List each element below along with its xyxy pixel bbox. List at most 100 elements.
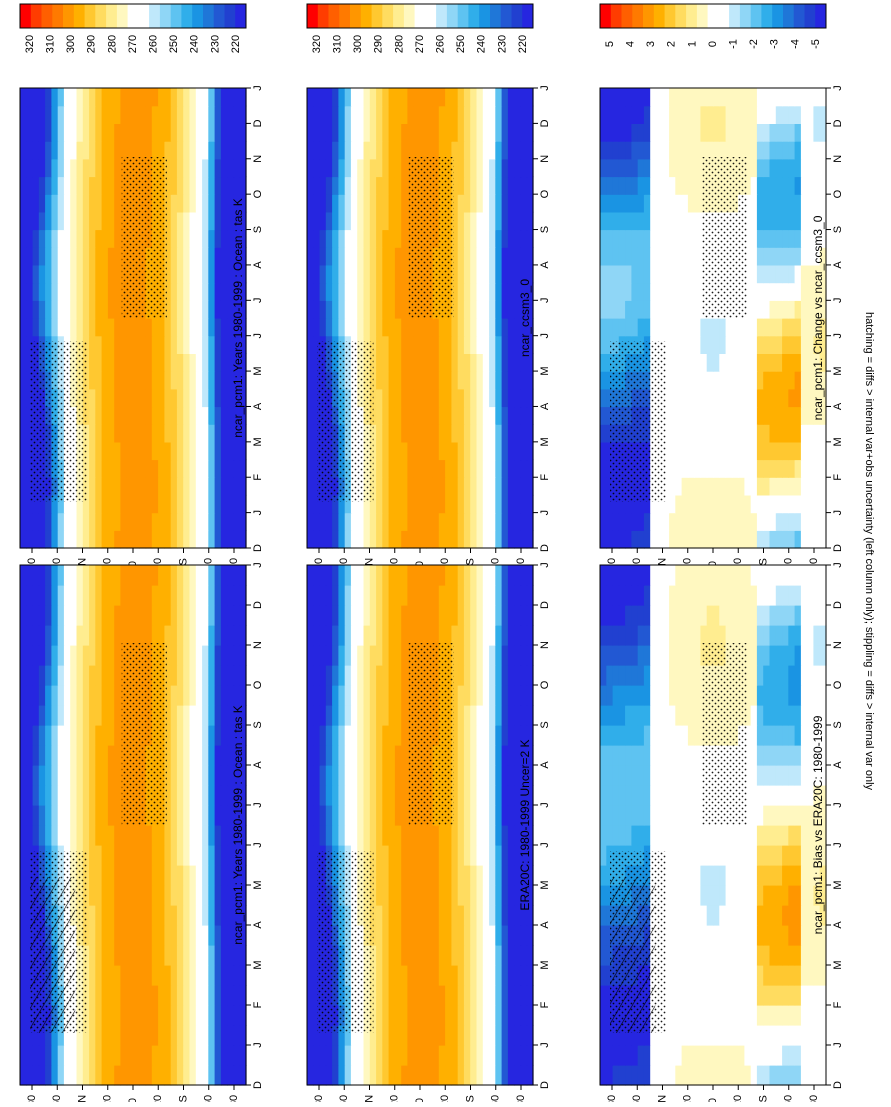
heatmap-cell	[433, 605, 440, 626]
heatmap-cell	[345, 745, 352, 766]
heatmap-cell	[813, 442, 820, 460]
heatmap-cell	[395, 765, 402, 786]
heatmap-cell	[215, 585, 222, 606]
heatmap-cell	[520, 212, 527, 230]
heatmap-cell	[171, 159, 178, 177]
latitude-label: 20	[102, 1095, 114, 1102]
heatmap-cell	[395, 442, 402, 460]
heatmap-cell	[114, 353, 121, 371]
heatmap-cell	[638, 1045, 645, 1066]
heatmap-cell	[669, 1045, 676, 1066]
heatmap-cell	[483, 625, 490, 646]
heatmap-cell	[508, 336, 515, 354]
heatmap-cell	[788, 318, 795, 336]
heatmap-cell	[202, 318, 209, 336]
heatmap-cell	[233, 123, 240, 141]
heatmap-cell	[414, 565, 421, 586]
heatmap-cell	[351, 745, 358, 766]
heatmap-cell	[600, 513, 607, 531]
heatmap-cell	[215, 725, 222, 746]
heatmap-cell	[514, 685, 521, 706]
heatmap-cell	[183, 945, 190, 966]
heatmap-cell	[89, 88, 96, 106]
heatmap-cell	[795, 477, 802, 495]
heatmap-cell	[445, 88, 452, 106]
heatmap-cell	[127, 965, 134, 986]
heatmap-cell	[376, 424, 383, 442]
heatmap-cell	[171, 194, 178, 212]
heatmap-cell	[83, 785, 90, 806]
heatmap-cell	[164, 605, 171, 626]
month-label: F	[832, 474, 844, 481]
heatmap-cell	[183, 705, 190, 726]
heatmap-cell	[146, 460, 153, 478]
heatmap-cell	[64, 785, 71, 806]
heatmap-cell	[202, 685, 209, 706]
heatmap-cell	[508, 513, 515, 531]
heatmap-cell	[395, 805, 402, 826]
heatmap-cell	[813, 460, 820, 478]
heatmap-cell	[215, 565, 222, 586]
heatmap-cell	[508, 194, 515, 212]
heatmap-cell	[470, 530, 477, 548]
heatmap-cell	[370, 230, 377, 248]
heatmap-cell	[395, 212, 402, 230]
heatmap-cell	[657, 88, 664, 106]
heatmap-cell	[77, 300, 84, 318]
heatmap-cell	[414, 585, 421, 606]
heatmap-cell	[20, 336, 27, 354]
heatmap-cell	[470, 460, 477, 478]
heatmap-cell	[782, 300, 789, 318]
heatmap-cell	[221, 665, 228, 686]
heatmap-cell	[707, 424, 714, 442]
heatmap-cell	[477, 353, 484, 371]
heatmap-cell	[732, 530, 739, 548]
heatmap-cell	[477, 318, 484, 336]
heatmap-cell	[139, 605, 146, 626]
heatmap-cell	[196, 805, 203, 826]
heatmap-cell	[650, 513, 657, 531]
heatmap-cell	[171, 88, 178, 106]
heatmap-cell	[502, 1005, 509, 1026]
heatmap-cell	[483, 442, 490, 460]
heatmap-cell	[376, 177, 383, 195]
heatmap-cell	[395, 845, 402, 866]
heatmap-cell	[489, 925, 496, 946]
heatmap-cell	[215, 945, 222, 966]
heatmap-cell	[813, 1065, 820, 1086]
heatmap-cell	[401, 805, 408, 826]
heatmap-cell	[171, 925, 178, 946]
heatmap-cell	[433, 1025, 440, 1046]
heatmap-cell	[215, 905, 222, 926]
heatmap-cell	[751, 530, 758, 548]
heatmap-cell	[177, 336, 184, 354]
heatmap-cell	[508, 805, 515, 826]
heatmap-cell	[171, 945, 178, 966]
heatmap-cell	[433, 106, 440, 124]
heatmap-cell	[196, 845, 203, 866]
latitude-label: 60	[51, 1095, 63, 1102]
heatmap-cell	[177, 424, 184, 442]
heatmap-cell	[395, 88, 402, 106]
heatmap-cell	[183, 230, 190, 248]
heatmap-cell	[470, 705, 477, 726]
heatmap-cell	[776, 513, 783, 531]
heatmap-cell	[770, 300, 777, 318]
heatmap-cell	[221, 1025, 228, 1046]
heatmap-cell	[669, 407, 676, 425]
heatmap-cell	[215, 88, 222, 106]
heatmap-cell	[202, 141, 209, 159]
heatmap-cell	[401, 1025, 408, 1046]
heatmap-cell	[613, 212, 620, 230]
heatmap-cell	[357, 605, 364, 626]
heatmap-cell	[190, 845, 197, 866]
heatmap-cell	[433, 353, 440, 371]
heatmap-cell	[177, 625, 184, 646]
heatmap-cell	[215, 353, 222, 371]
heatmap-cell	[102, 945, 109, 966]
heatmap-cell	[190, 705, 197, 726]
heatmap-cell	[401, 785, 408, 806]
heatmap-cell	[675, 389, 682, 407]
heatmap-cell	[395, 985, 402, 1006]
heatmap-cell	[102, 1065, 109, 1086]
